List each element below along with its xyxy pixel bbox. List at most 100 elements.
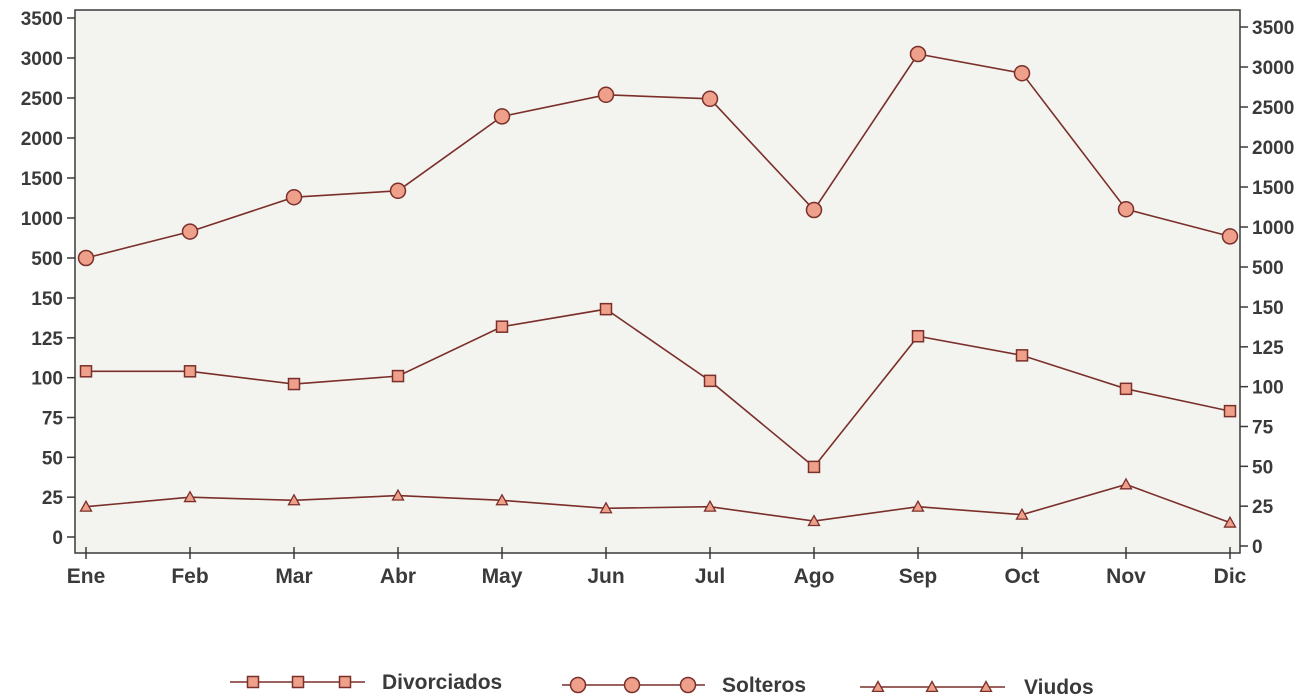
- legend-marker-divorciados: [291, 675, 305, 689]
- data-point-divorciados: [391, 369, 405, 383]
- right-tick-label: 2000: [1252, 138, 1294, 159]
- data-point-viudos: [495, 493, 509, 506]
- right-tick-label: 125: [1252, 338, 1284, 359]
- left-tick-label: 25: [42, 488, 64, 509]
- legend-marker-viudos: [979, 680, 993, 693]
- right-tick-label: 3500: [1252, 18, 1294, 39]
- left-tick-label: 100: [31, 369, 63, 390]
- data-point-solteros: [285, 188, 303, 206]
- data-point-solteros: [597, 86, 615, 104]
- legend-marker-viudos: [871, 680, 885, 693]
- x-tick-label: Jun: [587, 565, 624, 588]
- data-point-solteros: [77, 249, 95, 267]
- data-point-solteros: [181, 223, 199, 240]
- data-point-divorciados: [807, 460, 821, 474]
- data-point-viudos: [599, 501, 613, 514]
- right-tick-label: 1500: [1252, 178, 1294, 199]
- data-point-viudos: [183, 490, 197, 503]
- data-point-divorciados: [703, 374, 717, 388]
- x-tick-label: May: [482, 565, 523, 588]
- x-tick-label: Dic: [1214, 565, 1247, 588]
- x-tick-label: Mar: [275, 565, 312, 588]
- data-point-viudos: [391, 488, 405, 501]
- right-tick-label: 0: [1252, 537, 1263, 558]
- legend-marker-viudos: [925, 680, 939, 693]
- data-point-divorciados: [1223, 404, 1237, 418]
- legend-item-viudos: Viudos: [860, 676, 1094, 696]
- left-tick-label: 1500: [21, 169, 63, 190]
- x-tick-label: Ago: [794, 565, 835, 588]
- left-tick-label: 2500: [21, 89, 63, 110]
- legend-marker-solteros: [569, 676, 587, 694]
- left-tick-label: 50: [42, 448, 63, 469]
- right-tick-label: 50: [1252, 457, 1273, 478]
- left-tick-label: 2000: [21, 129, 63, 150]
- left-tick-label: 75: [42, 409, 64, 430]
- data-point-viudos: [1119, 477, 1133, 490]
- series-solteros: [77, 45, 1239, 267]
- right-tick-label: 1000: [1252, 218, 1294, 239]
- data-point-divorciados: [599, 302, 613, 316]
- data-point-solteros: [389, 182, 407, 200]
- legend-label-solteros: Solteros: [722, 674, 806, 696]
- series-line-divorciados: [86, 308, 1231, 469]
- data-point-divorciados: [1119, 382, 1133, 396]
- x-tick-label: Ene: [67, 565, 106, 588]
- series-viudos: [79, 477, 1237, 528]
- data-point-viudos: [1015, 507, 1029, 520]
- right-tick-label: 3000: [1252, 58, 1294, 79]
- right-y-axis: 0 25 50 75 100 125 150 500 1000 1500 2000 2500 3000 3…: [1240, 18, 1294, 558]
- series-line-viudos: [85, 483, 1231, 524]
- data-point-solteros: [1013, 64, 1031, 82]
- legend-item-divorciados: Divorciados: [230, 671, 502, 694]
- data-point-solteros: [701, 90, 719, 108]
- right-tick-label: 75: [1252, 418, 1274, 439]
- data-point-solteros: [909, 45, 927, 63]
- legend-marker-divorciados: [338, 675, 352, 689]
- legend-label-divorciados: Divorciados: [382, 671, 502, 694]
- x-tick-label: Oct: [1004, 565, 1039, 588]
- data-point-divorciados: [1015, 349, 1029, 362]
- right-tick-label: 25: [1252, 497, 1274, 518]
- legend-label-viudos: Viudos: [1024, 676, 1094, 696]
- data-point-viudos: [287, 493, 301, 506]
- plot-area: [74, 9, 1241, 554]
- data-point-solteros: [1117, 200, 1135, 218]
- x-axis: Ene Feb Mar Abr May Jun Jul Ago Sep Oct Nov Dic: [67, 547, 1247, 588]
- left-tick-label: 0: [52, 528, 63, 549]
- data-point-divorciados: [79, 365, 93, 378]
- data-point-viudos: [703, 499, 717, 512]
- data-point-solteros: [805, 201, 823, 219]
- left-tick-label: 150: [31, 289, 63, 310]
- left-tick-label: 125: [31, 329, 63, 350]
- left-y-axis: 0 25 50 75 100 125 150 500 1000 1500 2000 2500 3000 3…: [21, 9, 75, 549]
- x-tick-label: Sep: [899, 565, 938, 588]
- x-tick-label: Abr: [380, 565, 416, 588]
- series-line-solteros: [85, 53, 1231, 259]
- x-tick-label: Nov: [1106, 565, 1146, 588]
- left-tick-label: 500: [31, 249, 63, 270]
- data-point-viudos: [911, 499, 925, 512]
- right-tick-label: 150: [1252, 298, 1284, 319]
- x-tick-label: Jul: [695, 565, 725, 588]
- data-point-divorciados: [495, 320, 509, 333]
- data-point-viudos: [79, 499, 93, 512]
- series-layer: [77, 45, 1239, 528]
- data-point-divorciados: [183, 365, 197, 378]
- left-tick-label: 3000: [21, 49, 63, 70]
- data-point-solteros: [1221, 228, 1239, 245]
- data-point-viudos: [1223, 515, 1237, 528]
- legend-item-solteros: Solteros: [562, 674, 806, 696]
- right-tick-label: 500: [1252, 258, 1284, 279]
- x-tick-label: Feb: [171, 565, 208, 588]
- legend: Divorciados Solteros Viudos: [230, 671, 1094, 696]
- data-point-solteros: [493, 108, 511, 125]
- data-point-viudos: [807, 514, 821, 527]
- right-tick-label: 100: [1252, 378, 1284, 399]
- legend-marker-solteros: [679, 676, 697, 694]
- legend-marker-solteros: [623, 676, 641, 694]
- legend-marker-divorciados: [246, 675, 260, 689]
- data-point-divorciados: [287, 377, 301, 391]
- data-point-divorciados: [911, 329, 925, 343]
